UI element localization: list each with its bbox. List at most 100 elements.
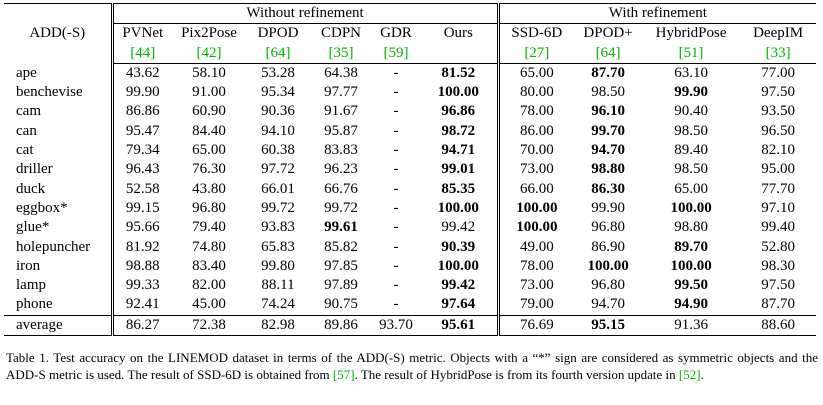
row-name: driller: [4, 160, 114, 180]
cell: 99.70: [574, 122, 642, 141]
cell: 63.10: [674, 64, 708, 81]
cell: 99.15: [125, 199, 160, 216]
cell: 96.43: [125, 161, 160, 178]
cell-value-best: 98.72: [441, 122, 476, 139]
cell: 82.10: [761, 142, 795, 159]
cell: 99.33: [125, 277, 160, 294]
row-name: lamp: [4, 276, 114, 296]
cell: 76.30: [192, 161, 226, 178]
method-name: Ours: [420, 23, 500, 44]
cell: 99.50: [642, 276, 740, 295]
cell: 66.01: [261, 180, 295, 197]
cell-value-best: 100.00: [587, 257, 629, 274]
cell-value-best: 81.52: [441, 64, 476, 81]
caption: Table 1. Test accuracy on the LINEMOD da…: [6, 350, 818, 383]
method-name: DeepIM: [753, 25, 804, 42]
cell: 85.35: [420, 179, 500, 199]
caption-text: . The result of HybridPose is from its f…: [354, 366, 679, 382]
cell: -: [393, 219, 399, 236]
cell: 95.66: [125, 219, 160, 236]
cell: 85.82: [324, 238, 358, 255]
cell: 96.80: [591, 277, 625, 294]
cell: 53.28: [261, 64, 295, 81]
cell: 97.89: [324, 277, 358, 294]
citation: [64]: [265, 44, 291, 61]
table-row: iron 98.88 83.40 99.80 97.85 - 100.00 78.00 100.…: [4, 256, 816, 277]
cell: 90.75: [324, 296, 358, 313]
citation-link: [52]: [678, 366, 701, 382]
cell: -: [393, 142, 399, 159]
cell: 88.60: [740, 314, 817, 337]
cell: 81.92: [125, 238, 160, 255]
row-name: cam: [4, 102, 114, 122]
cell: 98.30: [761, 257, 795, 274]
cell: 60.90: [192, 103, 226, 120]
cell-value-best: 98.80: [591, 161, 625, 178]
method-ref-cell: [64]: [574, 43, 643, 64]
citation: [51]: [678, 44, 704, 61]
cell-value-best: 95.61: [441, 316, 476, 333]
method-ref-cell: [42]: [172, 43, 246, 64]
cell: 100.00: [498, 199, 574, 218]
cell: 97.50: [761, 84, 795, 101]
cell: 74.24: [261, 296, 295, 313]
cell: 82.00: [192, 277, 226, 294]
cell: 97.64: [420, 295, 500, 316]
cell-value-best: 94.90: [674, 296, 708, 313]
row-name: can: [4, 121, 114, 142]
cell: 98.80: [574, 160, 642, 179]
cell: 99.90: [642, 83, 740, 102]
cell: -: [393, 122, 399, 139]
cell: 99.80: [261, 257, 295, 274]
method-ref-cell: [420, 43, 500, 64]
cell: 99.40: [761, 219, 795, 236]
cell: 95.61: [420, 314, 500, 337]
cell: 93.70: [372, 314, 420, 337]
table-row: lamp 99.33 82.00 88.11 97.89 - 99.42 73.00 96.80…: [4, 276, 816, 296]
cell: 84.40: [192, 122, 226, 139]
cell-value-best: 100.00: [437, 257, 479, 274]
method-name: PVNet: [122, 25, 164, 42]
cell: 99.01: [420, 160, 500, 180]
citation: [44]: [130, 44, 156, 61]
cell: 91.00: [192, 84, 226, 101]
citation: [35]: [328, 44, 354, 61]
cell: 78.00: [519, 103, 554, 120]
method-name: DPOD+: [583, 25, 633, 42]
method-ref-cell: [44]: [112, 43, 172, 64]
cell: 98.88: [125, 257, 160, 274]
header-row: ADD(-S) Without refinement With refinement: [4, 2, 817, 64]
method-row: PVNet Pix2Pose DPOD CDPN GDR Ours SSD-6D DPOD+ H…: [4, 23, 816, 44]
cell: 91.36: [642, 314, 741, 337]
cell: 49.00: [519, 238, 554, 255]
cell: -: [393, 296, 399, 313]
cell: 93.50: [761, 103, 795, 120]
cell: 100.00: [574, 257, 642, 276]
row-name: holepuncher: [4, 237, 114, 257]
table-row: phone 92.41 45.00 74.24 90.75 - 97.64 79.00 94.7…: [4, 295, 816, 316]
cell: 83.83: [324, 142, 358, 159]
cell: 100.00: [420, 83, 500, 103]
cell: 98.72: [420, 121, 500, 142]
cell: 94.70: [574, 141, 642, 160]
cell: 91.67: [324, 103, 358, 120]
cell: 99.90: [125, 84, 160, 101]
cell: 65.00: [519, 64, 554, 81]
cell: 89.86: [310, 314, 372, 337]
cell-value-best: 89.70: [674, 238, 708, 255]
cell: 65.00: [674, 180, 708, 197]
corner-header: ADD(-S): [4, 3, 114, 64]
cell: 95.47: [125, 122, 160, 139]
results-table: ADD(-S) Without refinement With refinement…: [4, 2, 817, 337]
cell-value-best: 100.00: [437, 199, 479, 216]
cell: 98.50: [674, 122, 708, 139]
cell: 99.72: [324, 199, 358, 216]
table-row: glue* 95.66 79.40 93.83 99.61 - 99.42 100.00 96.…: [4, 218, 816, 238]
cell-value-best: 100.00: [670, 199, 712, 216]
cell: 99.61: [310, 218, 372, 237]
cell: 81.52: [420, 63, 500, 84]
row-name: iron: [4, 256, 114, 277]
cell-value-best: 100.00: [516, 219, 558, 236]
row-name: phone: [4, 295, 114, 316]
